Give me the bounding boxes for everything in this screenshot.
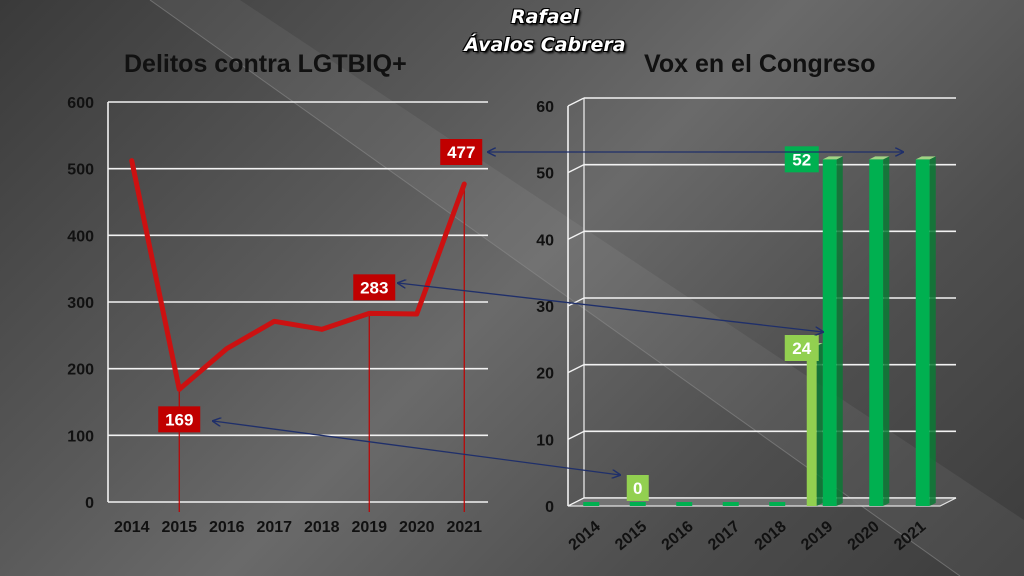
y-tick-label: 500 (67, 162, 94, 179)
x-tick-label: 2018 (752, 518, 790, 554)
background-sweep (150, 0, 1024, 576)
y-tick-label: 50 (536, 166, 554, 183)
author-name-line2: Ávalos Cabrera (464, 34, 626, 56)
bar-light (806, 346, 817, 506)
bar-dark-side (883, 156, 890, 507)
gridline-depth (567, 364, 585, 374)
connector-arrows (213, 152, 903, 475)
bar-zero (722, 502, 739, 506)
bar-dark-top (869, 156, 890, 160)
data-label: 283 (360, 278, 388, 297)
gridline-depth (567, 430, 585, 440)
x-tick-label: 2021 (446, 519, 482, 536)
data-label: 52 (792, 150, 811, 169)
y-tick-label: 600 (67, 95, 94, 112)
y-tick-label: 100 (67, 428, 94, 445)
data-label-box (158, 406, 201, 433)
connector-arrow (398, 283, 823, 332)
x-tick-label: 2015 (612, 518, 650, 554)
right-chart-title: Vox en el Congreso (644, 50, 876, 78)
data-label: 24 (792, 339, 811, 358)
data-label: 0 (633, 479, 642, 498)
bar-dark-side (836, 156, 843, 507)
data-label-box (784, 335, 819, 361)
y-tick-label: 300 (67, 295, 94, 312)
data-label-box (353, 274, 396, 301)
x-tick-label: 2017 (705, 518, 743, 554)
x-tick-label: 2014 (566, 518, 604, 554)
gridline-depth (567, 97, 585, 107)
data-label: 169 (165, 410, 193, 429)
chart-floor (567, 497, 957, 507)
x-tick-label: 2017 (256, 519, 292, 536)
gridline-depth (567, 230, 585, 240)
x-tick-label: 2018 (304, 519, 340, 536)
y-tick-label: 30 (536, 299, 554, 316)
x-tick-label: 2019 (798, 518, 836, 554)
x-tick-label: 2014 (114, 519, 150, 536)
y-tick-label: 400 (67, 228, 94, 245)
y-tick-label: 60 (536, 99, 554, 116)
data-label-box (440, 139, 483, 165)
y-tick-label: 200 (67, 362, 94, 379)
bar-light-side (816, 343, 823, 506)
y-tick-label: 20 (536, 366, 554, 383)
bar-dark (915, 159, 930, 507)
x-tick-label: 2016 (659, 518, 697, 554)
author-name-line1: Rafael (511, 6, 579, 28)
gridline-depth (567, 164, 585, 174)
bar-dark-top (822, 156, 843, 160)
left-chart-title: Delitos contra LGTBIQ+ (124, 50, 407, 78)
y-tick-label: 10 (536, 432, 554, 449)
y-tick-label: 0 (85, 495, 94, 512)
bar-dark-side (929, 156, 936, 507)
connector-arrow (213, 421, 620, 475)
y-tick-label: 40 (536, 232, 554, 249)
data-label-box (626, 475, 649, 501)
x-tick-label: 2016 (209, 519, 245, 536)
x-tick-label: 2019 (351, 519, 387, 536)
x-tick-label: 2020 (399, 519, 435, 536)
data-label: 477 (447, 143, 475, 162)
x-tick-label: 2015 (161, 519, 197, 536)
bar-dark (869, 159, 884, 507)
bar-zero (676, 502, 693, 506)
y-tick-label: 0 (545, 499, 554, 516)
bar-zero (769, 502, 786, 506)
bar-zero (583, 502, 600, 506)
series-line (129, 158, 467, 392)
x-tick-label: 2020 (845, 518, 883, 554)
bar-dark (822, 159, 837, 507)
bar-zero (629, 502, 646, 506)
bar-dark-top (915, 156, 936, 160)
